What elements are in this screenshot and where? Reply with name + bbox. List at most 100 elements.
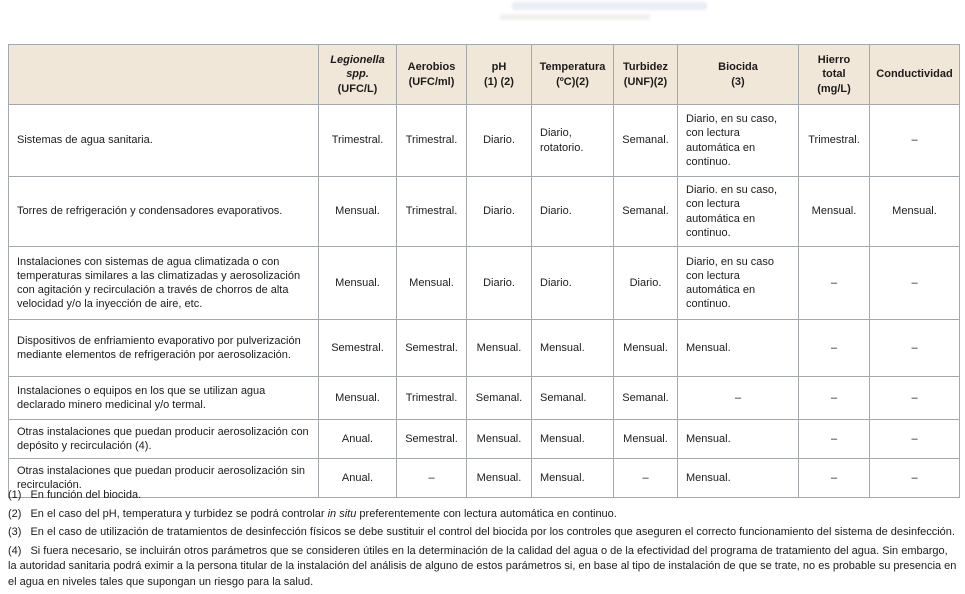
column-header-line: Hierro [817,54,851,67]
cell-temperatura: Mensual. [531,319,614,377]
row-label: Otras instalaciones que puedan producir … [8,418,319,460]
cell-temperatura: Diario. [531,176,614,247]
cell-conductividad: Mensual. [869,176,960,247]
cell-conductividad: – [869,376,960,420]
footnote-text: preferentemente con lectura automática e… [356,507,617,520]
column-header-line: (mg/L) [817,82,851,95]
column-header-conductividad: Conductividad [869,44,960,105]
column-header-line: (1) (2) [484,75,514,88]
row-label: Sistemas de agua sanitaria. [8,104,319,177]
column-header-line: (UFC/L) [337,82,378,95]
cell-turbidez: Semanal. [613,376,678,420]
footnote-number: (4) [8,544,22,557]
column-header-line: Legionella [330,54,385,67]
footnote: (3) En el caso de utilización de tratamie… [8,525,958,541]
cell-turbidez: Semanal. [613,176,678,247]
cell-turbidez: Mensual. [613,418,678,460]
table-row: Sistemas de agua sanitaria. Trimestral. Tr… [8,104,960,177]
table-row: Dispositivos de enfriamiento evaporativo… [8,319,960,377]
cell-biocida: Mensual. [677,418,799,460]
column-header-line: spp. [346,68,369,81]
cell-turbidez: Mensual. [613,319,678,377]
header-row: Legionella spp. (UFC/L) Aerobios (UFC/ml) pH(… [8,44,960,105]
row-label: Instalaciones con sistemas de agua clima… [8,246,319,320]
cell-temperatura: Mensual. [531,418,614,460]
column-header-line: Turbidez [622,61,668,74]
cell-hierro-total: Trimestral. [798,104,870,177]
footnote: (1) En función del biocida. [8,488,958,504]
cell-temperatura: Semanal. [531,376,614,420]
table-row: Instalaciones o equipos en los que se ut… [8,376,960,420]
column-header-line: Aerobios [407,61,456,74]
row-label: Otras instalaciones que puedan producir … [8,458,319,499]
footnote-text: Si fuera necesario, se incluirán otros p… [8,544,957,589]
footnote-text: in situ [327,507,357,520]
column-header-legionella: Legionella spp. (UFC/L) [318,44,397,105]
column-header-aerobios: Aerobios (UFC/ml) [396,44,467,105]
faint-text-line-1 [512,2,707,10]
cell-legionella: Mensual. [318,246,397,320]
cell-ph: Mensual. [466,319,532,377]
cell-biocida: Mensual. [677,319,799,377]
cell-ph: Diario. [466,176,532,247]
cell-aerobios: Trimestral. [396,376,467,420]
table-row: Otras instalaciones que puedan producir … [8,458,960,499]
cell-conductividad: – [869,246,960,320]
cell-aerobios: Trimestral. [396,176,467,247]
cell-aerobios: Semestral. [396,319,467,377]
cell-legionella: Semestral. [318,319,397,377]
cell-aerobios: Trimestral. [396,104,467,177]
cell-turbidez: Diario. [613,246,678,320]
cell-conductividad: – [869,104,960,177]
faint-text-line-2 [500,14,650,20]
cell-aerobios: – [396,458,467,499]
cell-legionella: Trimestral. [318,104,397,177]
cell-ph: Diario. [466,246,532,320]
column-header-line: (UFC/ml) [408,75,455,88]
cell-biocida: Diario, en su caso, con lectura automáti… [677,104,799,177]
footnote-number: (3) [8,526,22,539]
footnote-number: (2) [8,507,22,520]
cell-hierro-total: – [798,319,870,377]
column-header-row-category-empty [8,44,319,105]
column-header-line: (ºC)(2) [556,75,589,88]
cell-legionella: Anual. [318,418,397,460]
column-header-line: total [822,68,846,81]
cell-ph: Mensual. [466,458,532,499]
table-body: Sistemas de agua sanitaria. Trimestral. Tr… [8,104,960,499]
column-header-line: (UNF)(2) [623,75,668,88]
column-header-line: Conductividad [876,68,953,81]
cell-biocida: Mensual. [677,458,799,499]
column-header-line: Temperatura [539,61,606,74]
cell-legionella: Mensual. [318,176,397,247]
column-header-hierro-total: Hierro total (mg/L) [798,44,870,105]
cell-legionella: Mensual. [318,376,397,420]
footnote-text: En función del biocida. [30,489,142,501]
cell-ph: Mensual. [466,418,532,460]
cell-aerobios: Mensual. [396,246,467,320]
cell-conductividad: – [869,319,960,377]
column-header-temperatura: Temperatura (ºC)(2) [531,44,614,105]
footnote: (4) Si fuera necesario, se incluirán otro… [8,544,958,591]
cell-hierro-total: – [798,246,870,320]
footnote: (2) En el caso del pH, temperatura y turb… [8,507,958,523]
row-label: Dispositivos de enfriamiento evaporativo… [8,319,319,377]
footnotes-list: (1) En función del biocida. (2) En el caso … [8,488,958,594]
table-row: Instalaciones con sistemas de agua clima… [8,246,960,320]
table-header: Legionella spp. (UFC/L) Aerobios (UFC/ml) pH(… [8,44,960,105]
table-row: Torres de refrigeración y condensadores … [8,176,960,247]
column-header-line: Biocida [718,61,758,74]
row-label: Instalaciones o equipos en los que se ut… [8,376,319,420]
monitoring-frequency-table: Legionella spp. (UFC/L) Aerobios (UFC/ml) pH(… [8,44,960,499]
cell-biocida: Diario. en su caso, con lectura automáti… [677,176,799,247]
cell-hierro-total: – [798,376,870,420]
footnote-text: En el caso del pH, temperatura y turbide… [30,507,328,520]
column-header-ph: pH (1) (2) [466,44,532,105]
cell-biocida: Diario, en su caso con lectura automátic… [677,246,799,320]
footnote-number: (1) [8,489,22,501]
table-row: Otras instalaciones que puedan producir … [8,418,960,460]
cell-legionella: Anual. [318,458,397,499]
cell-conductividad: – [869,458,960,499]
column-header-line: pH [491,61,507,74]
footnote-text: En el caso de utilización de tratamiento… [30,526,955,539]
